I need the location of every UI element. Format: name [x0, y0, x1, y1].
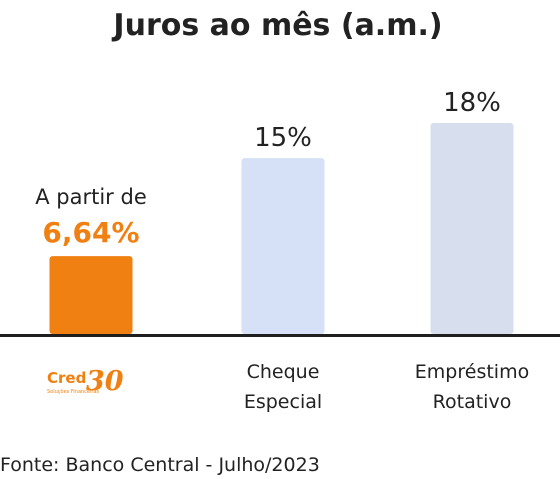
category-label-2-line-2: Especial	[244, 391, 322, 413]
value-label-2: 15%	[254, 123, 312, 153]
bar-3	[430, 123, 514, 334]
category-label-2-line-1: Cheque	[247, 361, 320, 383]
category-label-3-line-2: Rotativo	[433, 391, 512, 413]
value-label-1: 6,64%	[42, 216, 139, 249]
bar-2	[241, 158, 325, 334]
category-label-3-line-1: Empréstimo	[415, 361, 529, 383]
logo-text: Cred	[47, 369, 86, 387]
chart-title: Juros ao mês (a.m.)	[111, 8, 442, 43]
bar-1	[49, 256, 133, 334]
value-prefix-label: A partir de	[35, 185, 147, 209]
value-label-3: 18%	[443, 88, 501, 118]
logo-number: 30	[86, 366, 124, 397]
cred30-logo: Cred 30 Soluções Financeiras	[47, 366, 124, 397]
logo-tagline: Soluções Financeiras	[47, 389, 100, 395]
source-note: Fonte: Banco Central - Julho/2023	[0, 454, 320, 476]
